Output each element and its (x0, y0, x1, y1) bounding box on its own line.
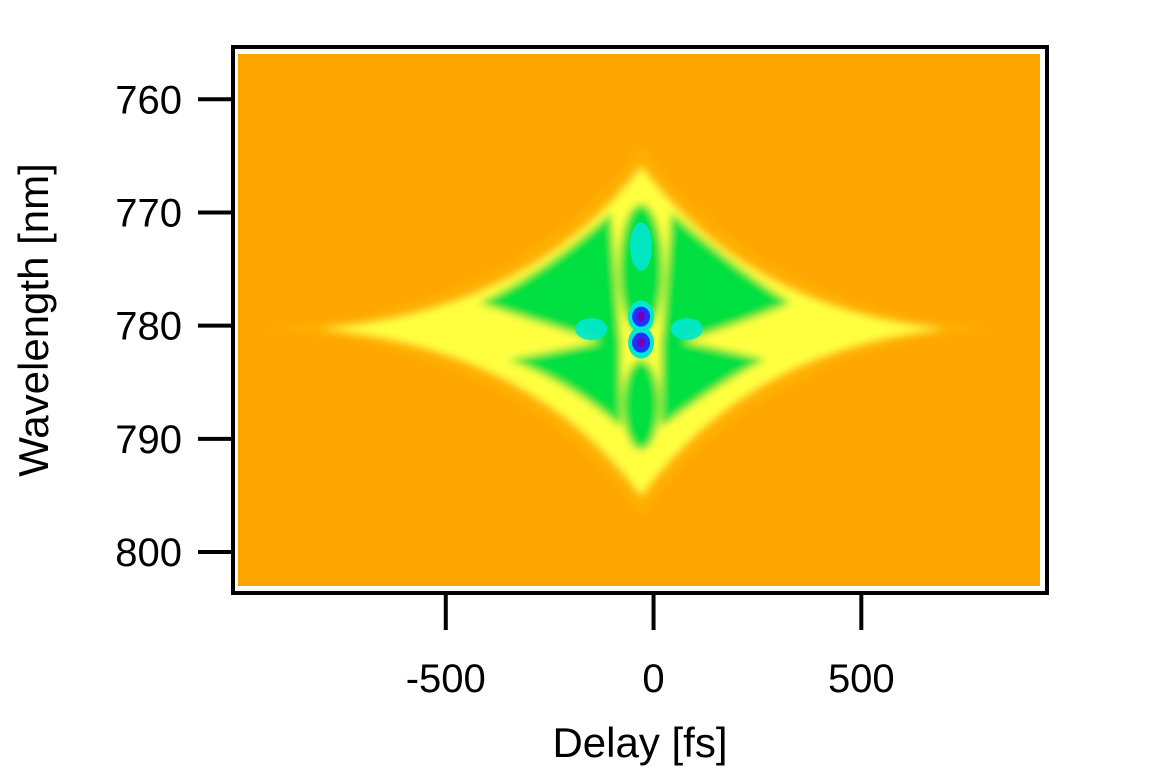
y-tick-label: 760 (115, 78, 182, 122)
y-axis-title: Wavelength [nm] (10, 163, 57, 477)
heatmap-feature (628, 300, 655, 333)
y-axis: 760 770 780 790 800 (115, 78, 233, 575)
y-tick-label: 790 (115, 418, 182, 462)
heatmap-peaks (575, 222, 703, 359)
x-tick-label: -500 (406, 657, 486, 701)
x-axis-title: Delay [fs] (552, 719, 727, 766)
x-tick-label: 0 (642, 657, 664, 701)
y-tick-label: 800 (115, 531, 182, 575)
heatmap-feature (628, 326, 655, 359)
plot-frame (231, 45, 1049, 595)
heatmap-feature (670, 318, 703, 341)
x-tick-label: 500 (828, 657, 895, 701)
y-tick-label: 780 (115, 305, 182, 349)
y-tick-label: 770 (115, 191, 182, 235)
heatmap-feature (575, 318, 608, 341)
x-axis: -500 0 500 (406, 593, 895, 701)
heatmap-feature (630, 222, 653, 271)
